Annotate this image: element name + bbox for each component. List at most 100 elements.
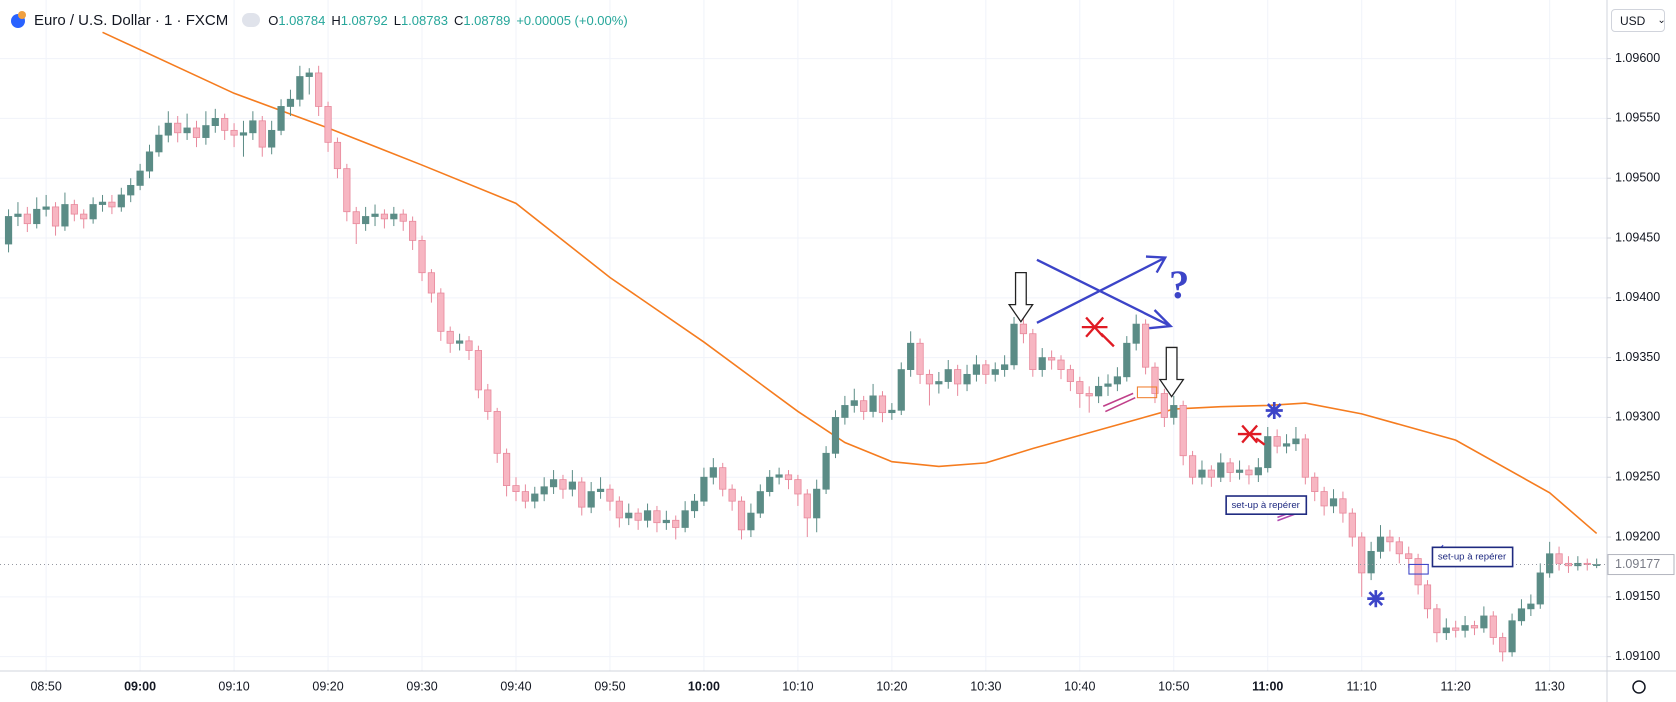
y-tick-label: 1.09200 [1615, 529, 1660, 543]
candle-body [1489, 615, 1497, 638]
last-price-label: 1.09177 [1615, 557, 1660, 571]
candle-body [427, 272, 436, 294]
candle-body [1574, 562, 1582, 567]
red-asterisk [1081, 316, 1115, 348]
y-tick-label: 1.09250 [1615, 470, 1660, 484]
ohlc-value: 1.08789 [463, 12, 511, 28]
candle-body [380, 213, 389, 220]
candle-body [1470, 625, 1479, 629]
candle-body [239, 132, 248, 136]
settings-icon[interactable] [1632, 680, 1646, 694]
candle-body [286, 98, 295, 107]
candle-body [1348, 512, 1356, 538]
candle-body [559, 479, 567, 490]
currency: USD [1620, 13, 1646, 28]
x-tick-label: 09:30 [406, 679, 437, 693]
candle-body [1273, 436, 1281, 447]
candle-body [935, 381, 943, 385]
candle-body [1264, 436, 1272, 469]
candle-body [174, 122, 182, 134]
candle-body [1113, 376, 1121, 385]
candle-body [963, 373, 971, 385]
candle-body [324, 106, 332, 143]
candle-body [512, 485, 520, 492]
candle-body [1057, 359, 1065, 370]
candle-body [888, 409, 896, 414]
candle-body [860, 400, 868, 412]
candle-body [784, 474, 793, 481]
candle-body [944, 369, 952, 382]
candle-body [23, 213, 31, 225]
candle-body [869, 395, 877, 412]
candle-body [1433, 608, 1441, 634]
question-mark: ? [1169, 262, 1189, 307]
candle-body [625, 512, 633, 519]
candle-body [1132, 323, 1140, 344]
candle-body [1517, 608, 1526, 622]
plot [0, 31, 1607, 662]
candle-body [916, 342, 924, 375]
candle-body [954, 369, 962, 385]
candle-body [1386, 536, 1394, 543]
candle-body [221, 118, 229, 131]
candle-body [521, 491, 529, 502]
candle-body [164, 122, 172, 136]
candle-body [446, 330, 454, 344]
candle-body [343, 168, 351, 213]
candle-body [1376, 536, 1385, 552]
candle-body [690, 500, 699, 512]
candle-body [681, 510, 689, 528]
candle-body [409, 220, 417, 241]
candle-body [465, 340, 473, 351]
candle-body [766, 476, 774, 492]
candle-body [1442, 627, 1450, 634]
candle-body [728, 488, 736, 502]
candle-body [897, 369, 905, 411]
candle-body [437, 292, 445, 332]
candle-body [183, 127, 191, 134]
candle-body [268, 129, 276, 148]
candle-body [831, 417, 840, 454]
candle-body [1254, 467, 1262, 476]
candle-body [1423, 584, 1432, 610]
candle-body [474, 350, 483, 391]
candle-body [1583, 562, 1591, 565]
blue-asterisk [1367, 590, 1385, 608]
candle-body [1395, 541, 1403, 555]
candle-body [371, 213, 379, 217]
candle-body [700, 476, 708, 502]
candle-body [305, 72, 313, 77]
x-tick-label: 09:10 [218, 679, 249, 693]
candle-body [1095, 385, 1103, 397]
currency-select[interactable]: USD ⌄ [1611, 9, 1666, 32]
y-tick-label: 1.09150 [1615, 589, 1660, 603]
candle-body [70, 204, 78, 215]
candle-body [1170, 405, 1178, 418]
chevron: ⌄ [1657, 15, 1666, 26]
candle-body [972, 364, 981, 375]
symbol-title: Euro / U.S. Dollar · 1 · FXCM [34, 11, 229, 29]
grid [0, 0, 1607, 671]
candle-body [399, 213, 407, 222]
candle-body [98, 201, 107, 205]
candle-body [42, 206, 50, 210]
candle-body [108, 201, 116, 208]
toggle[interactable] [242, 13, 261, 27]
candle-body [1536, 572, 1544, 605]
candle-body [33, 208, 41, 225]
candle-body [493, 411, 501, 454]
red-asterisk [1237, 424, 1266, 446]
candle-body [117, 194, 125, 208]
candle-body [1217, 462, 1225, 478]
candle-body [1414, 558, 1422, 586]
candle-body [1292, 438, 1300, 445]
ohlc-change: +0.00005 (+0.00%) [516, 12, 628, 28]
candle-body [230, 129, 238, 136]
x-tick-label: 11:30 [1534, 679, 1564, 693]
ohlc-label: O [268, 12, 279, 28]
candle-body [653, 510, 661, 524]
note-box [1225, 495, 1308, 515]
candle-body [531, 493, 539, 502]
